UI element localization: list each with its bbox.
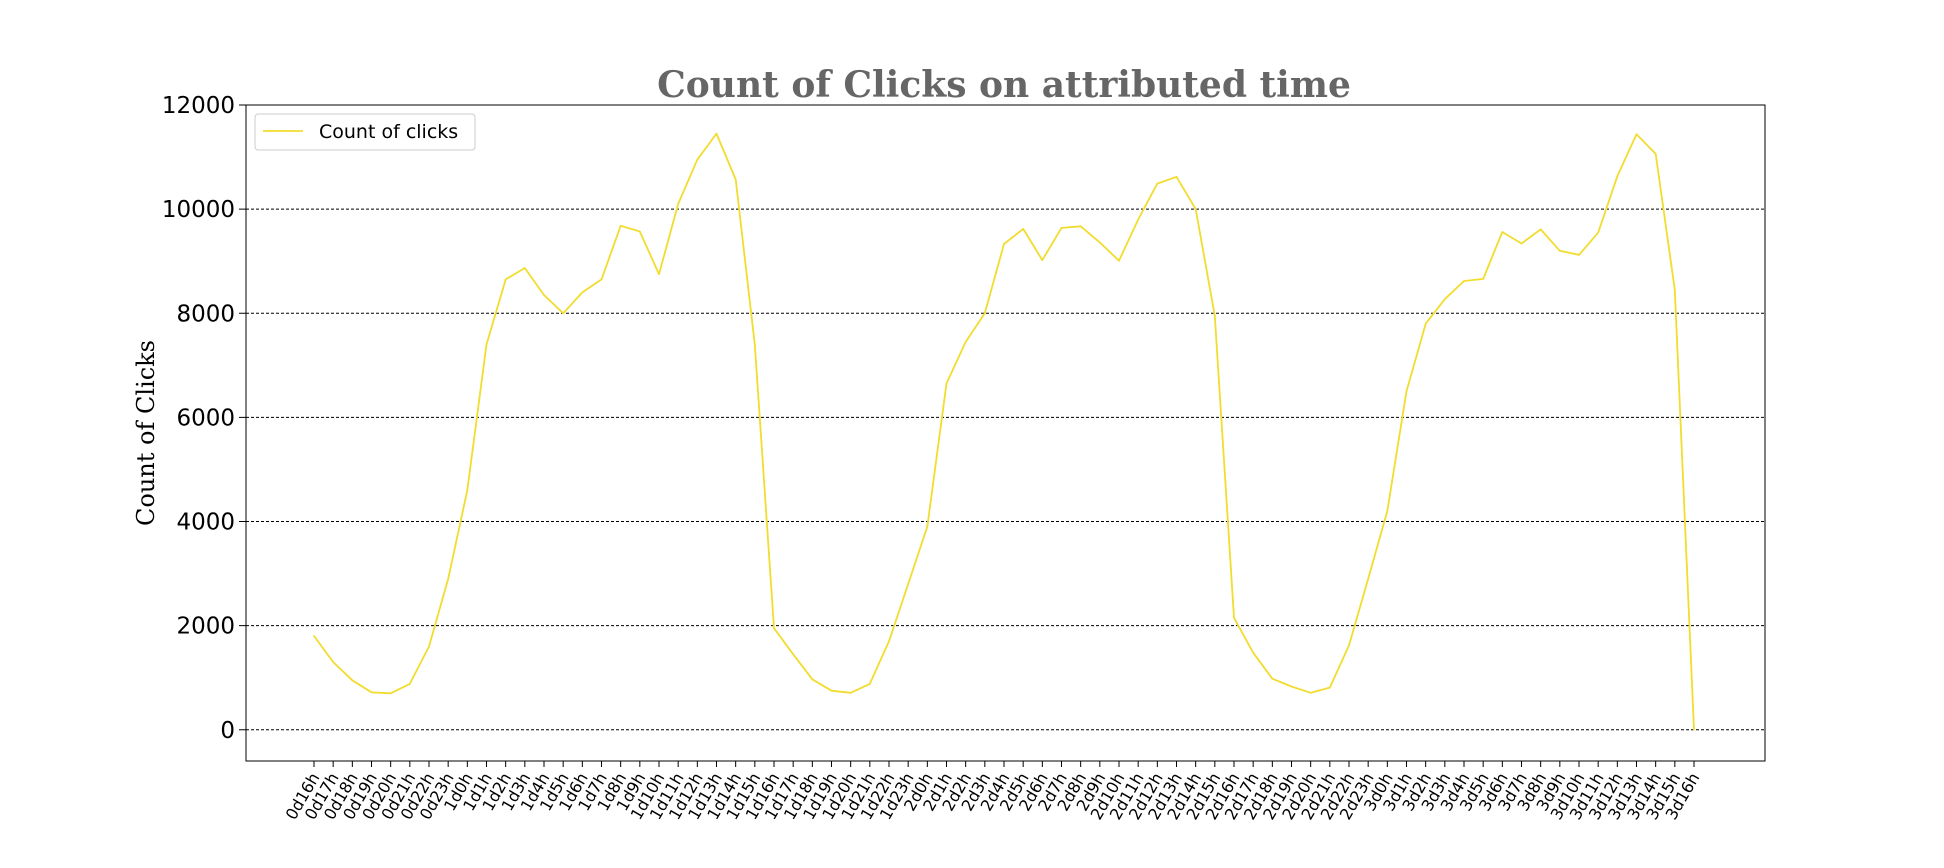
data-point (1099, 241, 1101, 244)
data-point (1214, 315, 1216, 317)
data-point (984, 312, 986, 315)
gridlines (246, 104, 1765, 731)
data-point (524, 267, 526, 269)
data-point (1156, 182, 1159, 185)
data-point (1233, 617, 1235, 619)
legend-box (254, 113, 476, 151)
chart-title: Count of Clicks on attributed time (657, 64, 1351, 106)
data-point (658, 273, 660, 276)
data-point (1693, 729, 1695, 731)
data-point (504, 278, 507, 281)
data-point (351, 679, 354, 682)
data-point (1444, 298, 1446, 301)
data-point (830, 689, 833, 692)
data-point (1674, 289, 1676, 291)
data-point (677, 203, 679, 205)
y-tick-label: 0 (220, 718, 235, 744)
data-point (1271, 677, 1274, 680)
data-point (869, 683, 871, 685)
data-point (1559, 250, 1561, 252)
data-point (888, 640, 890, 643)
y-tick-label: 12000 (162, 93, 235, 119)
y-tick-label: 10000 (162, 197, 235, 223)
data-point (1424, 322, 1427, 325)
data-point (447, 578, 450, 580)
data-point (600, 278, 603, 281)
data-point (715, 132, 718, 135)
y-axis-ticks: 0 2000 4000 6000 8000 10000 12000 (162, 93, 246, 744)
data-point (1348, 644, 1350, 647)
data-point (485, 343, 488, 346)
data-point (1041, 259, 1044, 261)
data-point (1194, 208, 1197, 210)
data-point (1520, 242, 1523, 245)
data-point (1405, 390, 1408, 393)
data-point (849, 692, 852, 694)
data-point (543, 294, 545, 296)
data-point (811, 678, 814, 681)
data-point (1501, 231, 1504, 233)
series-line-count-of-clicks (313, 132, 1695, 730)
y-axis-label: Count of Clicks (132, 340, 160, 526)
data-point (639, 230, 641, 233)
data-point (1597, 231, 1599, 234)
data-point (773, 627, 775, 629)
data-point (1386, 510, 1389, 512)
data-point (926, 525, 929, 528)
data-point (370, 691, 373, 694)
data-point (409, 683, 411, 685)
data-point (332, 661, 335, 663)
data-point (562, 312, 564, 315)
data-point (696, 158, 699, 161)
data-point (1654, 153, 1657, 155)
data-point (907, 583, 909, 585)
data-point (1290, 685, 1293, 688)
data-point (466, 489, 469, 492)
data-point (581, 291, 584, 294)
data-point (1463, 280, 1465, 282)
data-point (1003, 243, 1005, 245)
data-point (1022, 228, 1024, 230)
data-point (1079, 225, 1082, 228)
data-point (1329, 686, 1331, 689)
data-point (1060, 227, 1063, 229)
data-point (792, 653, 794, 656)
data-point (1309, 692, 1312, 694)
data-point (964, 341, 967, 343)
y-tick-label: 6000 (176, 405, 235, 431)
y-tick-label: 4000 (176, 510, 235, 536)
data-point (1118, 259, 1120, 262)
x-axis-ticks: 0d16h0d17h0d18h0d19h0d20h0d21h0d22h0d23h… (282, 761, 1703, 823)
series-layer (313, 132, 1695, 731)
data-point (754, 343, 756, 346)
plot-area-frame (245, 104, 1766, 762)
data-point (1482, 278, 1484, 280)
data-point (1137, 218, 1139, 221)
y-tick-label: 8000 (176, 301, 235, 327)
data-point (1578, 254, 1580, 256)
data-point (389, 692, 392, 695)
legend: Count of clicks (254, 113, 476, 151)
legend-label: Count of clicks (319, 121, 458, 143)
data-point (1616, 175, 1619, 178)
data-point (1539, 228, 1542, 231)
data-point (945, 382, 948, 385)
data-point (313, 635, 315, 637)
data-point (1252, 651, 1254, 654)
y-tick-label: 2000 (176, 614, 235, 640)
data-point (619, 225, 622, 227)
data-point (428, 645, 430, 648)
data-point (1635, 133, 1638, 135)
data-point (1175, 176, 1178, 178)
data-point (1367, 578, 1369, 580)
data-point (734, 178, 737, 181)
